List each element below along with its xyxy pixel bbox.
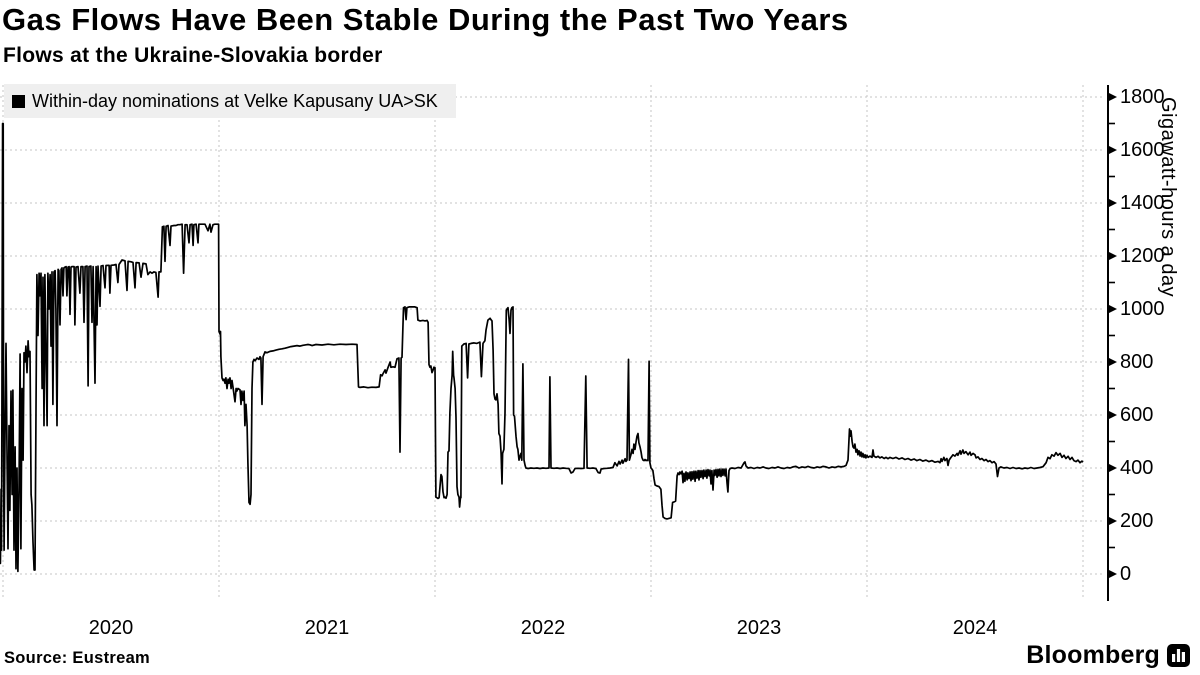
legend-swatch-square [12,94,25,108]
x-year-label: 2022 [520,617,566,639]
y-tick-label: 200 [1120,510,1154,532]
y-axis-major-tick [1108,569,1117,579]
bar-chart-icon [1167,644,1190,667]
y-axis-major-tick [1108,304,1117,314]
y-tick-label: 1200 [1120,245,1165,267]
y-axis-major-tick [1108,251,1117,261]
y-tick-label: 0 [1120,563,1132,585]
y-axis-major-tick [1108,92,1117,102]
page-title: Gas Flows Have Been Stable During the Pa… [2,2,849,37]
y-axis-major-tick [1108,357,1117,367]
y-axis-major-tick [1108,198,1117,208]
x-year-label: 2021 [304,617,350,639]
y-tick-label: 1800 [1120,86,1165,108]
chart-subtitle: Flows at the Ukraine-Slovakia border [3,44,383,67]
y-axis-major-tick [1108,463,1117,473]
y-tick-label: 1000 [1120,298,1165,320]
y-axis-major-tick [1108,410,1117,420]
y-tick-label: 1600 [1120,139,1165,161]
bloomberg-logo: Bloomberg [1026,641,1190,670]
x-year-label: 2023 [736,617,782,639]
y-axis-major-tick [1108,145,1117,155]
y-tick-label: 1400 [1120,192,1165,214]
x-year-label: 2020 [88,617,134,639]
legend-series-label: Within-day nominations at Velke Kapusany… [32,90,438,111]
data-series-line [0,122,1084,573]
y-tick-label: 600 [1120,404,1154,426]
chart-legend: Within-day nominations at Velke Kapusany… [4,84,456,118]
y-tick-label: 400 [1120,457,1154,479]
y-tick-label: 800 [1120,351,1154,373]
y-axis-title: Gigawatt-hours a day [1157,97,1179,298]
y-axis-major-tick [1108,516,1117,526]
x-year-label: 2024 [952,617,998,639]
bloomberg-wordmark: Bloomberg [1026,641,1160,669]
source-attribution: Source: Eustream [4,649,151,667]
